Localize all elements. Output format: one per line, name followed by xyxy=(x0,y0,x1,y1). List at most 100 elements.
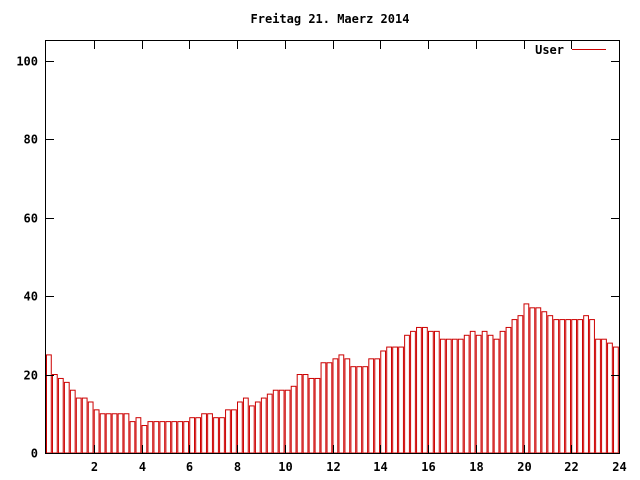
bar xyxy=(105,413,112,454)
bar xyxy=(308,377,315,454)
bar xyxy=(69,389,76,454)
bar xyxy=(595,338,601,454)
bar xyxy=(589,319,595,454)
bar xyxy=(386,346,392,454)
bar xyxy=(374,358,381,454)
bar xyxy=(332,358,339,454)
bar xyxy=(350,366,357,454)
bar xyxy=(46,354,52,454)
legend: User xyxy=(535,43,606,57)
bar xyxy=(254,401,261,454)
bar xyxy=(404,334,410,454)
bar xyxy=(475,334,482,454)
bar xyxy=(266,393,273,454)
bar xyxy=(242,397,249,454)
bars-group xyxy=(46,303,619,454)
bar xyxy=(129,421,136,454)
bar xyxy=(189,417,196,454)
bar xyxy=(356,366,363,454)
y-tick-label: 60 xyxy=(24,212,38,226)
bar xyxy=(195,417,201,454)
x-tick-label: 14 xyxy=(373,460,387,474)
bar xyxy=(607,342,613,454)
bar xyxy=(523,303,530,454)
y-tick-label: 40 xyxy=(24,290,38,304)
bar xyxy=(213,417,219,454)
bar xyxy=(511,319,518,454)
bar xyxy=(314,377,321,454)
x-tick-label: 24 xyxy=(612,460,626,474)
bar xyxy=(613,346,619,454)
bar xyxy=(278,389,285,454)
bar xyxy=(111,413,118,454)
bar xyxy=(153,421,160,454)
bar xyxy=(290,385,297,454)
bar xyxy=(231,409,237,454)
x-tick-label: 22 xyxy=(564,460,578,474)
y-tick-label: 0 xyxy=(31,447,38,461)
bar xyxy=(99,413,106,454)
bar xyxy=(410,330,416,454)
bar xyxy=(284,389,291,454)
x-tick-label: 6 xyxy=(186,460,193,474)
bar xyxy=(51,374,58,454)
x-tick-label: 2 xyxy=(91,460,98,474)
bar xyxy=(422,326,428,454)
bar xyxy=(392,346,398,454)
bar xyxy=(541,311,548,454)
bar xyxy=(368,358,375,454)
bar xyxy=(463,334,470,454)
bar xyxy=(493,338,500,454)
bar xyxy=(260,397,267,454)
bar xyxy=(320,362,327,454)
bar xyxy=(302,374,309,454)
bar xyxy=(547,315,554,454)
bar xyxy=(177,421,184,454)
x-tick-label: 20 xyxy=(517,460,531,474)
bar xyxy=(183,421,190,454)
bar xyxy=(565,319,572,454)
bar xyxy=(219,417,225,454)
x-axis: 2 4 6 8 10 12 14 16 18 20 22 24 xyxy=(91,41,627,474)
bar xyxy=(577,319,583,454)
x-tick-label: 8 xyxy=(234,460,241,474)
bar xyxy=(601,338,607,454)
bar xyxy=(338,354,345,454)
bar xyxy=(571,319,578,454)
bar xyxy=(362,366,369,454)
bar xyxy=(123,413,130,454)
bar xyxy=(81,397,88,454)
bar xyxy=(499,330,506,454)
bar xyxy=(535,307,542,454)
y-tick-label: 80 xyxy=(24,133,38,147)
x-tick-label: 18 xyxy=(469,460,483,474)
bar xyxy=(344,358,351,454)
bar xyxy=(529,307,536,454)
y-axis: 0 20 40 60 80 100 xyxy=(16,55,619,461)
bar xyxy=(117,413,124,454)
bar xyxy=(147,421,154,454)
legend-label-user: User xyxy=(535,43,564,57)
bar xyxy=(75,397,82,454)
bar xyxy=(296,374,303,454)
bar xyxy=(445,338,452,454)
bar xyxy=(451,338,458,454)
bar xyxy=(487,334,494,454)
bar xyxy=(326,362,333,454)
bar xyxy=(135,417,142,454)
bar xyxy=(87,401,94,454)
bar xyxy=(237,401,243,454)
bar xyxy=(380,350,387,454)
bar xyxy=(439,338,446,454)
x-tick-label: 16 xyxy=(421,460,435,474)
bar xyxy=(57,377,64,454)
bar xyxy=(416,326,422,454)
bar xyxy=(398,346,404,454)
bar xyxy=(201,413,207,454)
chart-title: Freitag 21. Maerz 2014 xyxy=(251,12,410,26)
bar xyxy=(433,330,440,454)
bar xyxy=(248,405,255,454)
bar xyxy=(159,421,166,454)
x-tick-label: 12 xyxy=(326,460,340,474)
